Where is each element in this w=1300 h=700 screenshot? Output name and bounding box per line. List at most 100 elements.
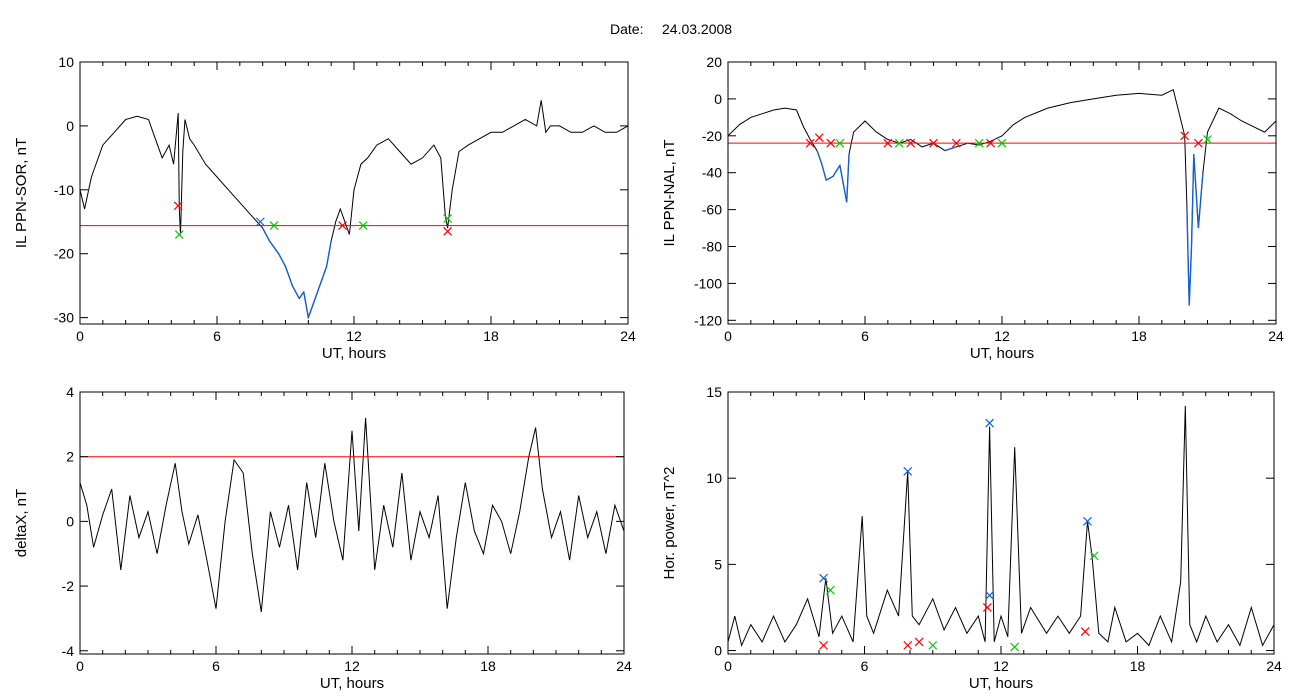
- y-tick-label: 20: [706, 54, 722, 70]
- x-tick-label: 6: [861, 658, 869, 674]
- y-tick-label: -30: [54, 310, 74, 326]
- event-marker: [825, 585, 835, 595]
- event-marker: [914, 637, 924, 647]
- highlight-segment: [832, 164, 841, 177]
- event-marker: [338, 221, 348, 231]
- y-axis-label-2: IL PPN-NAL, nT: [661, 140, 678, 247]
- event-marker: [982, 603, 992, 612]
- y-axis-label-4: Hor. power, nT^2: [661, 467, 678, 580]
- x-tick-label: 12: [346, 328, 362, 344]
- event-marker: [928, 640, 938, 650]
- event-marker: [894, 138, 904, 148]
- x-tick-label: 12: [993, 658, 1009, 674]
- event-marker: [174, 230, 184, 239]
- y-tick-label: -120: [694, 312, 722, 328]
- highlight-segments-2: [816, 146, 1204, 306]
- chart-panel-4: 0 6 12 18 24 15 10 5 0 UT, hours Hor. power, nT^2: [661, 384, 1282, 692]
- highlight-segment: [944, 146, 957, 152]
- event-marker: [985, 418, 995, 428]
- x-tick-label: 6: [212, 658, 220, 674]
- event-marker: [358, 221, 368, 231]
- plot-frame-2: [727, 61, 1277, 325]
- highlight-segment: [820, 163, 827, 181]
- y-tick-label: 10: [706, 470, 722, 486]
- chart-panel-3: 0 6 12 18 24 4 2 0 -2 -4 UT, hours deltaX, nT: [13, 384, 632, 692]
- x-tick-label: 24: [616, 658, 632, 674]
- y-tick-label: -20: [54, 246, 74, 262]
- event-marker: [1083, 516, 1092, 526]
- highlight-segment: [303, 291, 310, 318]
- x-tick-label: 24: [1268, 328, 1284, 344]
- series-line-3-1: [80, 417, 624, 613]
- highlight-segment: [312, 285, 321, 306]
- event-marker: [1203, 135, 1212, 144]
- y-tick-label: -40: [702, 165, 722, 181]
- event-marker: [1010, 642, 1020, 652]
- event-marker: [819, 640, 828, 650]
- date-value: 24.03.2008: [662, 21, 732, 37]
- event-marker: [929, 138, 938, 148]
- event-marker: [805, 138, 815, 148]
- highlight-segment: [278, 253, 287, 267]
- x-tick-label: 0: [724, 328, 732, 344]
- y-tick-label: -60: [702, 202, 722, 218]
- x-tick-label: 0: [76, 658, 84, 674]
- highlight-segment: [1186, 209, 1190, 306]
- x-tick-label: 18: [480, 658, 496, 674]
- x-tick-label: 18: [1130, 658, 1146, 674]
- y-tick-label: -80: [702, 239, 722, 255]
- event-marker: [985, 590, 995, 600]
- event-marker: [903, 640, 913, 650]
- series-line-1-1: [80, 100, 628, 320]
- event-marker: [903, 466, 913, 476]
- event-marker: [814, 133, 824, 143]
- event-marker: [906, 138, 916, 148]
- x-axis-label-3: UT, hours: [320, 675, 384, 692]
- y-tick-label: 0: [66, 118, 74, 134]
- highlight-segment: [825, 175, 834, 181]
- event-marker: [1080, 627, 1090, 637]
- event-marker: [819, 573, 828, 583]
- event-marker: [1180, 131, 1190, 141]
- x-tick-label: 12: [994, 328, 1010, 344]
- event-marker: [826, 138, 836, 148]
- highlight-segments-1: [262, 227, 332, 318]
- y-tick-label: 0: [714, 91, 722, 107]
- y-tick-label: 10: [58, 54, 74, 70]
- highlight-segment: [298, 291, 305, 299]
- x-tick-label: 6: [213, 328, 221, 344]
- x-tick-label: 6: [861, 328, 869, 344]
- highlight-segment: [268, 240, 280, 255]
- highlight-segment: [319, 266, 328, 286]
- highlight-segment: [1193, 154, 1200, 229]
- event-marker: [443, 214, 453, 223]
- event-marker: [269, 221, 279, 231]
- highlight-segment: [846, 154, 850, 203]
- y-tick-label: 15: [706, 384, 722, 400]
- y-tick-label: 0: [714, 643, 722, 659]
- highlight-segment: [839, 165, 848, 203]
- series-line-4-1: [728, 405, 1274, 647]
- x-tick-label: 18: [1131, 328, 1147, 344]
- event-marker: [835, 138, 845, 148]
- event-marker: [443, 226, 453, 236]
- x-axis-label-4: UT, hours: [969, 675, 1033, 692]
- x-tick-label: 12: [344, 658, 360, 674]
- event-marker: [1089, 551, 1099, 561]
- y-tick-label: -100: [694, 275, 722, 291]
- highlight-segment: [284, 266, 294, 286]
- y-tick-label: 4: [66, 384, 74, 400]
- x-tick-label: 24: [1266, 658, 1282, 674]
- highlight-segment: [1188, 246, 1193, 306]
- event-marker: [997, 138, 1007, 148]
- series-line-2-1: [728, 88, 1276, 306]
- highlight-segment: [307, 304, 314, 318]
- event-marker: [173, 201, 183, 211]
- x-tick-label: 24: [620, 328, 636, 344]
- event-marker: [1193, 138, 1203, 148]
- x-axis-label-1: UT, hours: [322, 345, 386, 362]
- chart-panel-2: 0 6 12 18 24 20 0 -20 -40 -60 -80 -100 -120 UT, hours…: [661, 54, 1284, 362]
- event-marker: [974, 138, 984, 148]
- y-tick-label: -20: [702, 128, 722, 144]
